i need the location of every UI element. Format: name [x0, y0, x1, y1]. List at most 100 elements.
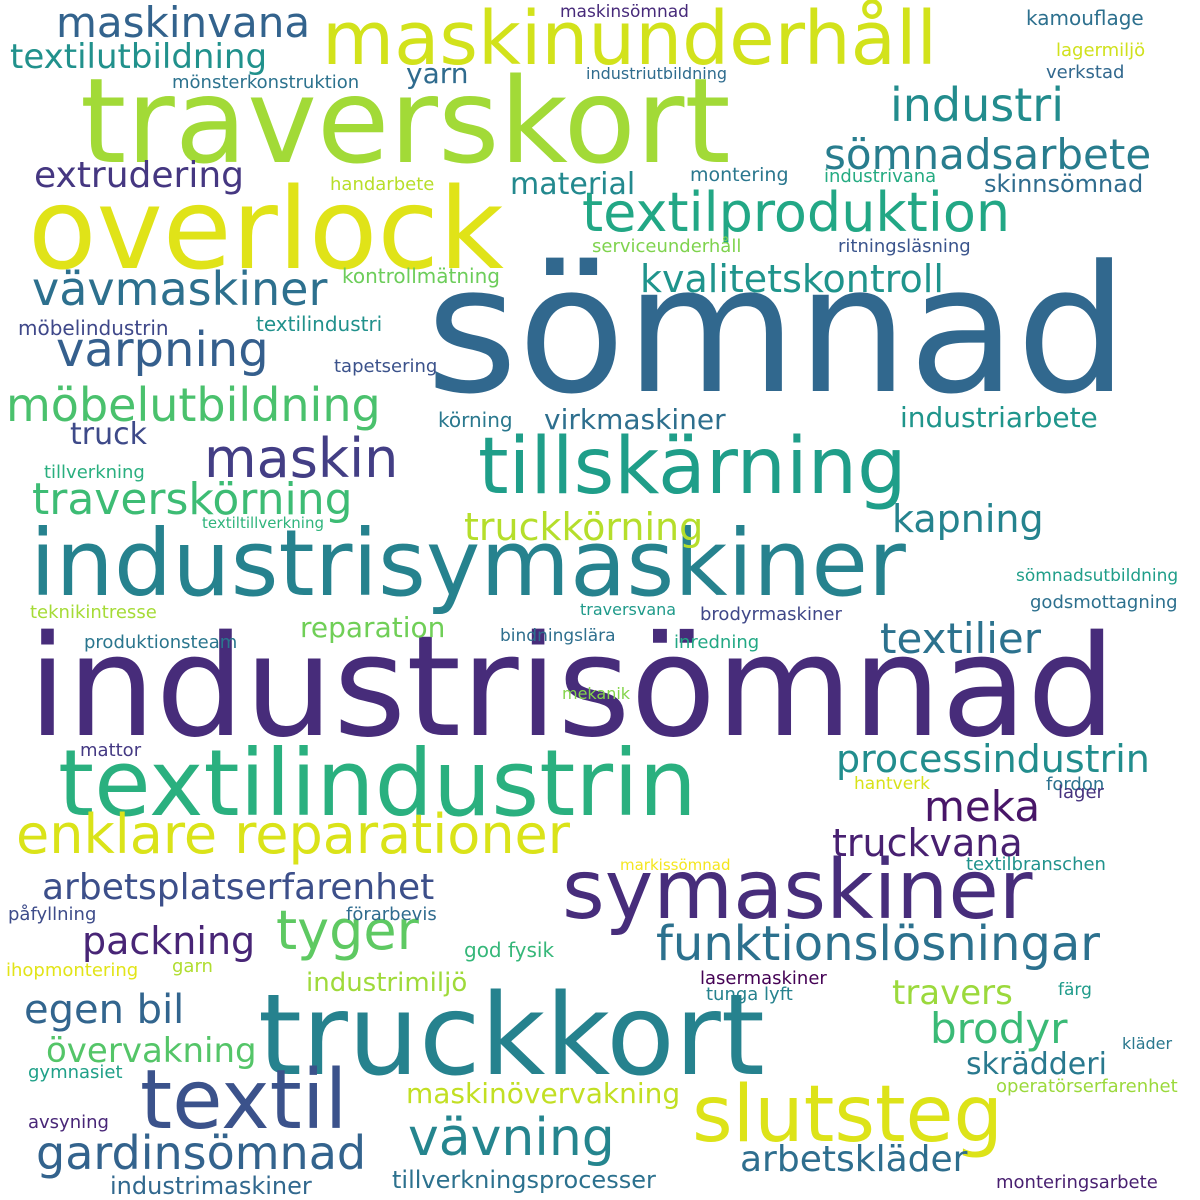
word-truckkorning: truckkörning	[464, 505, 704, 549]
word-vavmaskiner: vävmaskiner	[32, 262, 328, 316]
word-verkstad: verkstad	[1046, 62, 1125, 83]
word-ihopmontering: ihopmontering	[6, 960, 139, 981]
word-textilutbildning: textilutbildning	[10, 37, 268, 77]
word-tillskarning: tillskärning	[478, 422, 907, 512]
word-varpning: varpning	[56, 322, 269, 378]
word-lasermaskiner: lasermaskiner	[700, 968, 827, 989]
word-travers: travers	[892, 973, 1013, 1013]
word-kvalitetskontroll: kvalitetskontroll	[640, 257, 944, 301]
word-hantverk: hantverk	[854, 774, 930, 794]
word-textil: textil	[140, 1053, 348, 1148]
word-skinnsomnad: skinnsömnad	[984, 170, 1144, 198]
word-funktionslosningar: funktionslösningar	[656, 916, 1100, 972]
word-traversvana: traversvana	[580, 600, 677, 619]
word-skradderi: skrädderi	[966, 1047, 1107, 1082]
word-maskin: maskin	[204, 427, 399, 490]
word-farg: färg	[1058, 980, 1092, 1000]
word-produktionsteam: produktionsteam	[84, 632, 238, 653]
word-slutsteg: slutsteg	[692, 1070, 1004, 1160]
word-overvakning: övervakning	[46, 1031, 257, 1071]
word-yarn: yarn	[406, 57, 469, 90]
word-brodyrmaskiner: brodyrmaskiner	[700, 604, 842, 625]
word-industriarbete: industriarbete	[900, 401, 1098, 434]
word-lagermiljo: lagermiljö	[1056, 40, 1146, 61]
word-klader: kläder	[1122, 1034, 1173, 1053]
word-gardinsomnad: gardinsömnad	[36, 1126, 367, 1180]
word-inredning: inredning	[674, 632, 760, 653]
word-montering: montering	[690, 164, 789, 186]
word-garn: garn	[172, 956, 213, 977]
word-industriutbildning: industriutbildning	[586, 64, 728, 83]
word-textilindustri: textilindustri	[256, 312, 383, 336]
word-operatorserfarenhet: operatörserfarenhet	[996, 1076, 1178, 1097]
word-serviceunderhall: serviceunderhåll	[592, 236, 742, 257]
word-handarbete: handarbete	[330, 174, 435, 195]
word-textiltillverkning: textiltillverkning	[202, 514, 324, 532]
word-textilproduktion: textilproduktion	[582, 181, 1011, 244]
word-meka: meka	[924, 782, 1041, 831]
word-kamouflage: kamouflage	[1026, 6, 1144, 30]
word-markissomnad: markissömnad	[620, 856, 731, 874]
word-maskinovervakning: maskinövervakning	[406, 1077, 681, 1110]
word-industrisymaskiner: industrisymaskiner	[30, 510, 906, 617]
word-traverskorning: traverskörning	[32, 474, 353, 525]
word-overlock: overlock	[28, 165, 504, 295]
word-avsyning: avsyning	[28, 1112, 109, 1133]
word-textilier: textilier	[880, 614, 1042, 663]
word-tillverkningsprocesser: tillverkningsprocesser	[392, 1166, 656, 1194]
word-somnadsarbete: sömnadsarbete	[824, 130, 1152, 179]
word-industri: industri	[890, 78, 1064, 132]
word-tapetsering: tapetsering	[334, 356, 438, 377]
word-traverskort: traverskort	[80, 52, 731, 190]
word-truck: truck	[70, 417, 147, 452]
word-textilindustrin: textilindustrin	[58, 730, 697, 837]
word-industrimiljo: industrimiljö	[306, 968, 468, 998]
word-maskinunderhall: maskinunderhåll	[322, 0, 938, 82]
word-kontrollmatning: kontrollmätning	[342, 264, 500, 288]
word-maskinsomnad: maskinsömnad	[560, 2, 689, 22]
word-mekanik: mekanik	[562, 684, 631, 703]
word-extrudering: extrudering	[34, 155, 245, 196]
word-arbetsklader: arbetskläder	[740, 1139, 968, 1180]
word-industrivana: industrivana	[824, 166, 937, 187]
word-monsterkonstruktion: mönsterkonstruktion	[172, 72, 360, 93]
word-virkmaskiner: virkmaskiner	[544, 403, 726, 436]
word-mattor: mattor	[80, 740, 142, 761]
word-vavning: vävning	[408, 1108, 615, 1168]
word-god-fysik: god fysik	[464, 938, 555, 962]
word-forarbevis: förarbevis	[346, 904, 437, 925]
word-arbetsplatserfarenhet: arbetsplatserfarenhet	[42, 867, 435, 908]
word-reparation: reparation	[300, 611, 446, 644]
word-symaskiner: symaskiner	[562, 843, 1033, 938]
word-tillverkning: tillverkning	[44, 462, 145, 483]
word-truckkort: truckkort	[258, 971, 765, 1101]
word-packning: packning	[82, 919, 256, 963]
word-ritningslasning: ritningsläsning	[838, 236, 971, 257]
word-bindningslara: bindningslära	[500, 626, 616, 646]
word-processindustrin: processindustrin	[836, 737, 1150, 781]
word-korning: körning	[438, 408, 513, 432]
word-mobelindustrin: möbelindustrin	[18, 316, 169, 340]
word-teknikintresse: teknikintresse	[30, 602, 157, 623]
word-kapning: kapning	[892, 497, 1044, 541]
word-tunga-lyft: tunga lyft	[706, 984, 793, 1005]
word-lager: lager	[1058, 782, 1104, 803]
word-maskinvana: maskinvana	[56, 0, 311, 47]
word-gymnasiet: gymnasiet	[28, 1062, 123, 1083]
word-somnadsutbildning: sömnadsutbildning	[1016, 566, 1179, 586]
word-tyger: tyger	[276, 899, 419, 962]
word-pafyllning: påfyllning	[8, 904, 97, 925]
word-mobelutbildning: möbelutbildning	[6, 378, 381, 432]
word-godsmottagning: godsmottagning	[1030, 592, 1178, 613]
word-monteringsarbete: monteringsarbete	[996, 1172, 1158, 1193]
word-industrisomnad: industrisömnad	[28, 606, 1116, 769]
word-brodyr: brodyr	[930, 1004, 1068, 1053]
word-fordon: fordon	[1046, 774, 1105, 795]
word-material: material	[510, 167, 636, 202]
word-enklare-reparationer: enklare reparationer	[16, 803, 570, 866]
word-egen-bil: egen bil	[24, 987, 185, 1033]
word-industrimaskiner: industrimaskiner	[110, 1172, 312, 1200]
word-truckvana: truckvana	[832, 821, 1023, 865]
word-somnad: sömnad	[426, 228, 1128, 433]
